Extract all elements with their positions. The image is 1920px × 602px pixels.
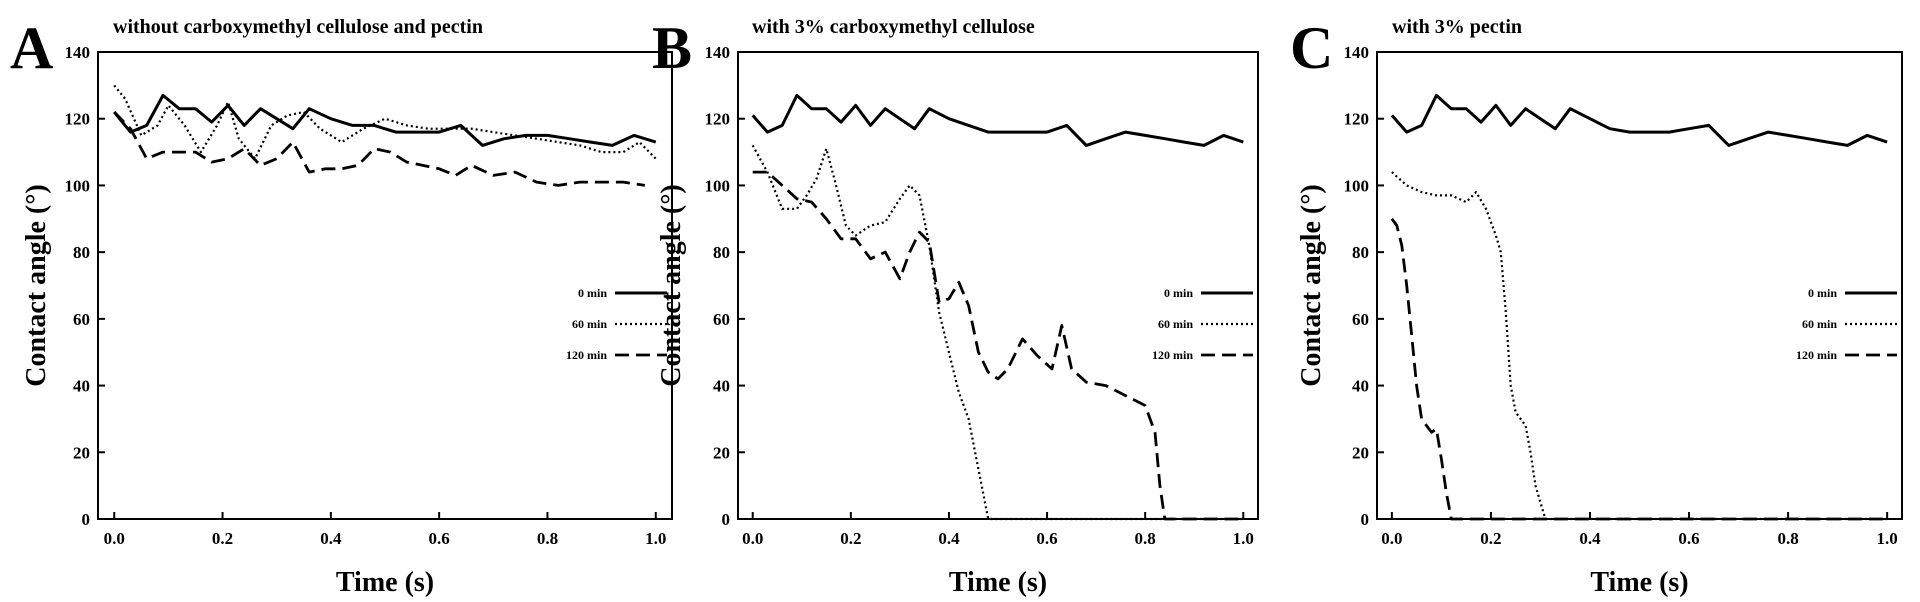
y-tick-label: 120 [1344, 110, 1370, 129]
y-tick-label: 80 [1352, 243, 1369, 262]
plot-frame [737, 51, 1259, 520]
y-tick-label: 60 [1352, 310, 1369, 329]
x-tick-label: 0.0 [1381, 529, 1402, 548]
plot-frame [97, 51, 673, 520]
x-tick-label: 0.0 [742, 529, 763, 548]
series-line-120-min [113, 111, 646, 187]
panel-letter: C [1290, 15, 1333, 81]
x-tick-label: 1.0 [645, 529, 666, 548]
series-line-120-min [752, 170, 1244, 521]
y-tick-label: 60 [713, 310, 730, 329]
panel-letter: B [652, 15, 692, 81]
x-tick-label: 0.8 [1777, 529, 1798, 548]
y-tick-label: 140 [1344, 43, 1370, 62]
panel-title: with 3% pectin [1392, 16, 1522, 38]
x-tick-label: 0.2 [212, 529, 233, 548]
x-tick-label: 1.0 [1233, 529, 1254, 548]
x-tick-label: 0.0 [104, 529, 125, 548]
legend-label: 120 min [566, 348, 607, 362]
legend-label: 0 min [1808, 286, 1837, 300]
legend-label: 60 min [572, 317, 607, 331]
x-tick-label: 0.2 [840, 529, 861, 548]
x-tick-label: 0.4 [320, 529, 342, 548]
x-tick-label: 0.4 [1579, 529, 1601, 548]
panel-title: without carboxymethyl cellulose and pect… [113, 16, 483, 38]
x-tick-label: 1.0 [1877, 529, 1898, 548]
y-tick-label: 20 [73, 443, 90, 462]
y-tick-label: 40 [73, 377, 90, 396]
x-tick-label: 0.4 [938, 529, 960, 548]
y-tick-label: 100 [1344, 176, 1370, 195]
panel-letter: A [10, 15, 53, 81]
legend-label: 120 min [1796, 348, 1837, 362]
x-tick-label: 0.2 [1480, 529, 1501, 548]
legend-label: 120 min [1152, 348, 1193, 362]
series-line-120-min [1390, 217, 1888, 521]
series-line-60-min [1391, 171, 1888, 521]
y-tick-label: 120 [705, 110, 731, 129]
series-line-0-min [1390, 93, 1888, 147]
series-line-0-min [751, 93, 1244, 147]
y-tick-label: 40 [713, 377, 730, 396]
y-tick-label: 0 [82, 510, 91, 529]
y-tick-label: 20 [713, 443, 730, 462]
y-tick-label: 100 [705, 176, 731, 195]
x-tick-label: 0.8 [537, 529, 558, 548]
y-axis-label: Contact angle (°) [656, 184, 687, 387]
y-axis-label: Contact angle (°) [21, 184, 52, 387]
x-tick-label: 0.8 [1135, 529, 1156, 548]
y-tick-label: 0 [722, 510, 731, 529]
legend-label: 0 min [578, 286, 607, 300]
x-tick-label: 0.6 [429, 529, 450, 548]
y-tick-label: 100 [65, 176, 91, 195]
y-tick-label: 60 [73, 310, 90, 329]
y-tick-label: 140 [705, 43, 731, 62]
y-axis-label: Contact angle (°) [1296, 184, 1327, 387]
legend-label: 0 min [1164, 286, 1193, 300]
series-line-60-min [113, 84, 657, 160]
series-line-60-min [751, 144, 1244, 521]
y-tick-label: 20 [1352, 443, 1369, 462]
series-line-0-min [113, 93, 657, 147]
legend-label: 60 min [1802, 317, 1837, 331]
x-tick-label: 0.6 [1678, 529, 1699, 548]
y-tick-label: 80 [73, 243, 90, 262]
x-tick-label: 0.6 [1036, 529, 1057, 548]
panel-title: with 3% carboxymethyl cellulose [752, 16, 1035, 38]
y-tick-label: 120 [65, 110, 91, 129]
y-tick-label: 140 [65, 43, 91, 62]
y-tick-label: 40 [1352, 377, 1369, 396]
y-tick-label: 0 [1361, 510, 1370, 529]
y-tick-label: 80 [713, 243, 730, 262]
x-axis-label: Time (s) [336, 567, 434, 598]
legend-label: 60 min [1158, 317, 1193, 331]
x-axis-label: Time (s) [1590, 567, 1688, 598]
x-axis-label: Time (s) [949, 567, 1047, 598]
